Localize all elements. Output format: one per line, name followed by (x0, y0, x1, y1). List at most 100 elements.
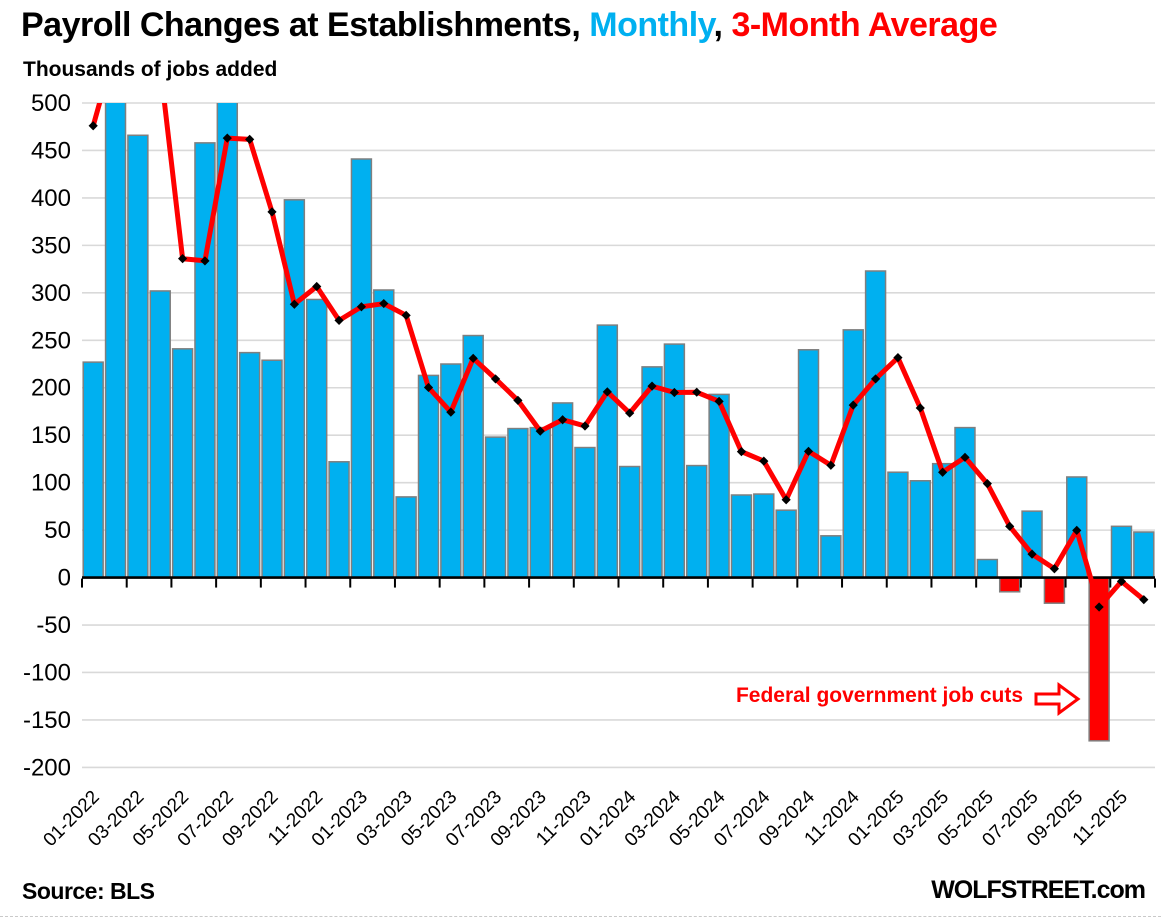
site-logo-text: WOLFSTREET.com (931, 876, 1146, 904)
y-tick-label-150: 150 (31, 422, 71, 449)
avg-point-06-2023 (468, 353, 478, 363)
monthly-bar-09-2023 (529, 426, 551, 579)
avg-point-04-2025 (960, 452, 970, 462)
avg-point-05-2025 (982, 479, 992, 489)
monthly-bar-12-2025 (1133, 531, 1155, 579)
avg-point-11-2024 (848, 400, 858, 410)
avg-point-08-2024 (781, 495, 791, 505)
monthly-bar-07-2022 (216, 103, 239, 579)
monthly-bar-08-2023 (507, 427, 529, 579)
y-tick-label-100: 100 (31, 470, 71, 497)
monthly-bar-11-2025 (1110, 525, 1133, 579)
avg-point-03-2022 (133, 85, 142, 94)
avg-point-02-2024 (647, 381, 657, 391)
monthly-bar-03-2024 (663, 343, 686, 579)
avg-point-12-2022 (334, 315, 344, 325)
avg-point-01-2025 (893, 353, 903, 363)
monthly-bar-02-2025 (909, 480, 932, 579)
avg-point-09-2025 (1072, 525, 1082, 535)
avg-point-05-2022 (177, 254, 188, 264)
y-axis-labels: 500450400350300250200150100500-50-100-15… (23, 90, 71, 781)
avg-point-11-2022 (312, 281, 322, 292)
avg-point-05-2024 (714, 396, 724, 406)
monthly-bar-06-2025 (998, 576, 1021, 593)
y-tick-label-0: 0 (58, 565, 71, 592)
monthly-bars (82, 103, 1155, 742)
y-tick-label--100: -100 (23, 659, 71, 686)
y-tick-label--200: -200 (23, 754, 71, 781)
monthly-bar-06-2024 (730, 494, 753, 579)
avg-point-01-2023 (356, 302, 367, 312)
bottom-divider (0, 916, 1161, 917)
annotation-text: Federal government job cuts (735, 684, 1023, 707)
avg-point-01-2022 (88, 121, 98, 131)
monthly-bar-11-2023 (574, 446, 596, 579)
avg-point-09-2022 (267, 207, 277, 217)
monthly-bar-09-2022 (261, 359, 283, 579)
monthly-bar-04-2025 (954, 426, 976, 579)
monthly-bar-07-2023 (484, 436, 507, 579)
avg-point-05-2023 (446, 407, 456, 417)
monthly-bar-01-2023 (350, 158, 373, 579)
avg-point-04-2022 (156, 61, 165, 70)
avg-point-03-2024 (669, 387, 679, 398)
y-tick-label-350: 350 (31, 232, 71, 259)
monthly-bar-07-2024 (753, 493, 775, 579)
avg-point-04-2024 (692, 387, 702, 397)
right-arrow-icon (1034, 682, 1081, 716)
chart-title-main: Payroll Changes at Establishments, (21, 6, 590, 44)
monthly-bar-04-2024 (686, 464, 708, 579)
monthly-bar-02-2023 (373, 289, 395, 579)
y-tick-label-300: 300 (31, 280, 71, 307)
gridlines (82, 102, 1155, 769)
avg-point-10-2022 (289, 299, 299, 309)
avg-point-11-2025 (1116, 576, 1127, 586)
monthly-bar-02-2024 (641, 366, 663, 579)
chart-title-comma: , (713, 6, 732, 44)
monthly-bar-12-2022 (328, 461, 350, 579)
monthly-bar-12-2023 (596, 324, 619, 579)
avg-point-02-2025 (915, 403, 925, 413)
monthly-bar-05-2022 (171, 348, 194, 579)
avg-point-04-2023 (423, 382, 434, 393)
avg-point-12-2024 (870, 374, 881, 384)
avg-point-10-2024 (826, 460, 836, 470)
monthly-bar-08-2022 (238, 351, 261, 579)
monthly-bar-03-2023 (395, 496, 417, 579)
avg-point-07-2022 (222, 133, 232, 143)
avg-point-09-2024 (803, 446, 814, 456)
x-axis (81, 576, 1156, 588)
monthly-bar-11-2024 (842, 329, 864, 579)
avg-point-06-2024 (736, 447, 747, 457)
monthly-bar-04-2022 (149, 290, 171, 579)
avg-point-02-2023 (379, 298, 389, 309)
avg-point-08-2025 (1049, 564, 1060, 574)
avg-point-06-2022 (200, 256, 210, 266)
three-month-average-line (88, 41, 1149, 612)
avg-point-01-2024 (625, 408, 635, 418)
y-tick-label-200: 200 (31, 375, 71, 402)
avg-point-10-2025 (1094, 602, 1104, 612)
avg-point-03-2023 (401, 310, 411, 320)
avg-point-10-2023 (558, 415, 568, 425)
monthly-bar-10-2023 (551, 402, 574, 579)
avg-point-07-2025 (1027, 549, 1037, 559)
y-tick-label-400: 400 (31, 185, 71, 212)
y-tick-label-250: 250 (31, 327, 71, 354)
monthly-bar-01-2024 (618, 465, 641, 579)
monthly-bar-10-2022 (283, 199, 306, 579)
monthly-bar-06-2022 (194, 142, 216, 579)
monthly-bar-08-2024 (775, 509, 797, 579)
avg-point-11-2023 (580, 421, 590, 431)
y-tick-label--50: -50 (36, 612, 71, 639)
chart-title-monthly: Monthly (589, 6, 714, 44)
y-tick-label-500: 500 (31, 90, 71, 117)
avg-line-path (90, 103, 1147, 610)
chart-title-avg: 3-Month Average (731, 6, 998, 44)
monthly-bar-04-2023 (417, 374, 440, 579)
avg-point-12-2025 (1139, 595, 1149, 605)
avg-point-02-2022 (111, 41, 120, 50)
monthly-bar-01-2025 (887, 471, 909, 579)
